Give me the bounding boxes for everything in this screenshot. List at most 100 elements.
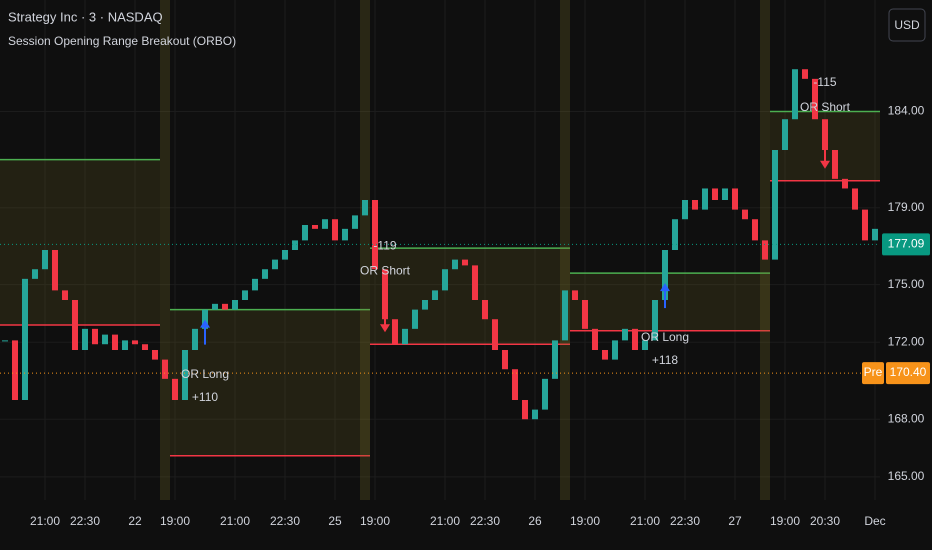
candle xyxy=(562,290,568,341)
candle xyxy=(552,340,558,379)
x-tick-label: 22:30 xyxy=(470,514,500,528)
candle xyxy=(412,309,418,329)
candle xyxy=(172,378,178,400)
candle xyxy=(192,328,198,350)
candle xyxy=(392,319,398,345)
candle xyxy=(502,350,508,370)
candle xyxy=(682,200,688,220)
candle xyxy=(542,378,548,410)
y-tick-label: 168.00 xyxy=(888,411,925,425)
candle xyxy=(72,300,78,350)
candle xyxy=(422,300,428,310)
opening-range-box xyxy=(370,248,570,345)
y-tick-label: 184.00 xyxy=(888,104,925,118)
candle xyxy=(572,290,578,300)
last-price-label: 177.09 xyxy=(888,237,925,251)
candle xyxy=(2,340,8,342)
x-tick-label: 21:00 xyxy=(630,514,660,528)
x-tick-label: 19:00 xyxy=(770,514,800,528)
candle xyxy=(492,319,498,350)
candle xyxy=(242,290,248,300)
candle xyxy=(462,259,468,266)
candle xyxy=(772,150,778,260)
candle xyxy=(792,69,798,120)
x-tick-label: 21:00 xyxy=(430,514,460,528)
signal-label: -119 xyxy=(373,238,396,252)
candle xyxy=(862,209,868,241)
candle xyxy=(472,265,478,300)
candle xyxy=(162,359,168,379)
candle xyxy=(622,328,628,341)
candle xyxy=(142,344,148,350)
candle xyxy=(832,150,838,179)
session-band xyxy=(160,0,170,500)
candle xyxy=(712,188,718,200)
candle xyxy=(152,350,158,360)
candle xyxy=(102,334,108,345)
candle xyxy=(212,303,218,310)
y-tick-label: 172.00 xyxy=(888,334,925,348)
session-band xyxy=(360,0,370,500)
signal-label: OR Short xyxy=(360,263,411,277)
candle xyxy=(782,119,788,150)
candle xyxy=(362,200,368,216)
candle xyxy=(302,225,308,241)
candle xyxy=(762,240,768,260)
candle xyxy=(342,228,348,241)
candle xyxy=(732,188,738,210)
candle xyxy=(92,328,98,345)
candle xyxy=(802,69,808,79)
candle xyxy=(722,188,728,200)
currency-button[interactable] xyxy=(888,8,926,42)
chart-title: Strategy Inc · 3 · NASDAQ xyxy=(8,9,163,24)
candle xyxy=(452,259,458,270)
session-band xyxy=(560,0,570,500)
candle xyxy=(872,228,878,241)
candle xyxy=(852,188,858,210)
candle xyxy=(202,309,208,329)
candle xyxy=(122,340,128,350)
x-tick-label: 19:00 xyxy=(570,514,600,528)
x-tick-label: 20:30 xyxy=(810,514,840,528)
candle xyxy=(672,219,678,250)
y-tick-label: 175.00 xyxy=(888,277,925,291)
candle xyxy=(642,340,648,350)
candle xyxy=(282,250,288,260)
candle xyxy=(42,250,48,270)
candle xyxy=(822,119,828,150)
currency-label[interactable]: USD xyxy=(894,18,920,32)
last-price-box xyxy=(882,233,930,256)
signal-label: OR Long xyxy=(641,330,689,344)
opening-range-box xyxy=(570,273,770,331)
x-tick-label: 19:00 xyxy=(160,514,190,528)
signal-arrow-head xyxy=(660,283,670,292)
candle xyxy=(442,269,448,291)
opening-range-box xyxy=(170,309,370,456)
candle xyxy=(52,250,58,291)
signal-label: +118 xyxy=(652,353,678,367)
x-tick-label: 27 xyxy=(728,514,742,528)
candle xyxy=(532,409,538,420)
candle xyxy=(632,328,638,350)
x-tick-label: 21:00 xyxy=(220,514,250,528)
candle xyxy=(232,300,238,310)
premarket-tag-box xyxy=(862,362,884,385)
x-tick-label: 22:30 xyxy=(270,514,300,528)
candle xyxy=(182,350,188,400)
candle xyxy=(512,369,518,400)
signal-label: OR Short xyxy=(800,100,851,114)
candle xyxy=(352,215,358,229)
candle xyxy=(692,200,698,210)
signal-arrow-head xyxy=(380,324,390,333)
candle xyxy=(582,300,588,329)
premarket-box xyxy=(886,362,930,385)
candle xyxy=(522,400,528,420)
x-tick-label: 25 xyxy=(328,514,342,528)
x-tick-label: 21:00 xyxy=(30,514,60,528)
candle xyxy=(382,269,388,320)
y-tick-label: 165.00 xyxy=(888,469,925,483)
candle xyxy=(222,303,228,310)
candle xyxy=(742,209,748,220)
candle xyxy=(32,269,38,279)
